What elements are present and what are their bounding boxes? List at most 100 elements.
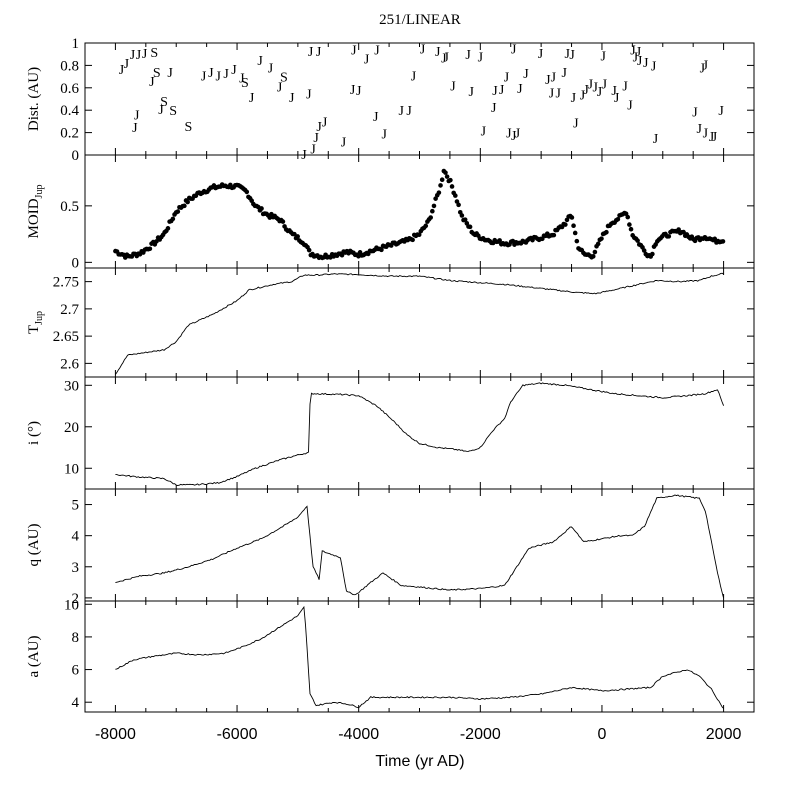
encounter-marker-jupiter: J xyxy=(580,89,586,104)
moid-point xyxy=(497,238,502,243)
encounter-marker-jupiter: J xyxy=(602,77,608,92)
encounter-marker-jupiter: J xyxy=(571,91,577,106)
encounter-marker-jupiter: J xyxy=(511,129,517,144)
encounter-marker-saturn: S xyxy=(184,120,192,135)
encounter-marker-jupiter: J xyxy=(257,54,263,69)
encounter-marker-jupiter: J xyxy=(441,52,447,67)
encounter-marker-jupiter: J xyxy=(700,62,706,77)
encounter-marker-jupiter: J xyxy=(549,86,555,101)
y-tick-label: 20 xyxy=(64,420,79,436)
panel-frame xyxy=(84,267,755,378)
encounter-marker-jupiter: J xyxy=(569,48,575,63)
encounter-marker-jupiter: J xyxy=(239,72,245,87)
encounter-marker-saturn: S xyxy=(280,71,288,86)
moid-point xyxy=(627,222,632,227)
y-tick-label: 0.6 xyxy=(60,81,79,97)
moid-point xyxy=(462,217,468,222)
moid-point xyxy=(448,177,453,183)
encounter-marker-jupiter: J xyxy=(614,91,620,106)
encounter-marker-saturn: S xyxy=(153,66,161,81)
moid-point xyxy=(443,170,448,175)
moid-point xyxy=(438,183,443,188)
encounter-marker-jupiter: J xyxy=(289,91,295,106)
encounter-marker-jupiter: J xyxy=(468,85,474,100)
encounter-marker-jupiter: J xyxy=(630,44,636,59)
encounter-marker-jupiter: J xyxy=(411,69,417,84)
encounter-marker-jupiter: J xyxy=(201,69,207,84)
series-line-inc xyxy=(115,382,725,486)
moid-point xyxy=(147,246,153,252)
series-line-a xyxy=(115,605,724,709)
encounter-marker-jupiter: J xyxy=(132,121,138,136)
panel-q: 2 3 4 5 q (AU) xyxy=(26,488,755,607)
encounter-marker-jupiter: J xyxy=(316,45,322,60)
encounter-marker-jupiter: J xyxy=(627,99,633,114)
moid-point xyxy=(720,239,726,244)
encounter-marker-jupiter: J xyxy=(134,109,140,124)
x-tick-label: -4000 xyxy=(338,726,379,743)
x-tick-label: -6000 xyxy=(217,726,258,743)
y-axis-label-q: q (AU) xyxy=(26,524,42,567)
panel-a: 4 6 8 10 a (AU) xyxy=(26,597,755,713)
moid-point xyxy=(436,190,442,195)
encounter-marker-jupiter: J xyxy=(718,104,724,119)
moid-point xyxy=(590,254,596,259)
x-axis-label: Time (yr AD) xyxy=(375,753,464,770)
encounter-marker-jupiter: J xyxy=(506,127,512,142)
encounter-marker-jupiter: J xyxy=(593,81,599,96)
encounter-marker-jupiter: J xyxy=(420,43,426,58)
moid-point xyxy=(467,224,473,230)
encounter-marker-jupiter: J xyxy=(611,84,617,99)
moid-point xyxy=(379,247,384,253)
y-tick-label: 2 xyxy=(72,591,80,607)
encounter-marker-jupiter: J xyxy=(643,56,649,71)
y-tick-label: 0.2 xyxy=(60,126,79,142)
moid-point xyxy=(339,252,345,258)
encounter-marker-jupiter: J xyxy=(208,66,214,81)
encounter-marker-jupiter: J xyxy=(504,71,510,86)
moid-point xyxy=(681,229,686,235)
encounter-marker-jupiter: J xyxy=(703,127,709,142)
moid-point xyxy=(574,238,580,244)
panel-frame xyxy=(84,600,755,713)
encounter-marker-jupiter: J xyxy=(223,67,229,82)
encounter-marker-jupiter: J xyxy=(381,128,387,143)
encounter-marker-jupiter: J xyxy=(450,80,456,95)
x-tick-label: 2000 xyxy=(706,726,742,743)
x-tick-label: 0 xyxy=(598,726,607,743)
encounter-marker-jupiter: J xyxy=(588,77,594,92)
encounter-marker-jupiter: J xyxy=(364,53,370,68)
encounter-marker-jupiter: J xyxy=(119,63,125,78)
encounter-marker-jupiter: J xyxy=(310,142,316,157)
encounter-marker-jupiter: J xyxy=(703,58,709,73)
moid-point xyxy=(571,223,576,229)
encounter-marker-jupiter: J xyxy=(313,131,319,146)
encounter-marker-jupiter: J xyxy=(692,105,698,120)
moid-point xyxy=(175,209,181,214)
moid-point xyxy=(572,230,578,236)
encounter-marker-jupiter: J xyxy=(538,47,544,62)
y-axis-label-dist: Dist. (AU) xyxy=(26,67,42,131)
encounter-marker-jupiter: J xyxy=(465,48,471,63)
moid-point xyxy=(244,189,250,195)
encounter-marker-jupiter: J xyxy=(597,85,603,100)
moid-point xyxy=(259,206,264,211)
moid-point xyxy=(666,234,672,239)
encounter-marker-jupiter: J xyxy=(712,130,718,145)
encounter-marker-jupiter: J xyxy=(136,48,142,63)
moid-point xyxy=(625,214,631,220)
moid-point xyxy=(280,219,286,224)
encounter-marker-jupiter: J xyxy=(277,81,283,96)
y-tick-label: 6 xyxy=(72,663,80,679)
moid-point xyxy=(439,177,445,183)
y-tick-label: 30 xyxy=(64,378,79,394)
moid-point xyxy=(428,215,433,220)
moid-point xyxy=(170,216,176,222)
y-tick-label: 2.7 xyxy=(60,302,79,318)
y-tick-label: 3 xyxy=(72,560,80,576)
moid-point xyxy=(459,213,465,218)
moid-point xyxy=(410,237,415,243)
y-tick-label: 0.8 xyxy=(60,58,79,74)
